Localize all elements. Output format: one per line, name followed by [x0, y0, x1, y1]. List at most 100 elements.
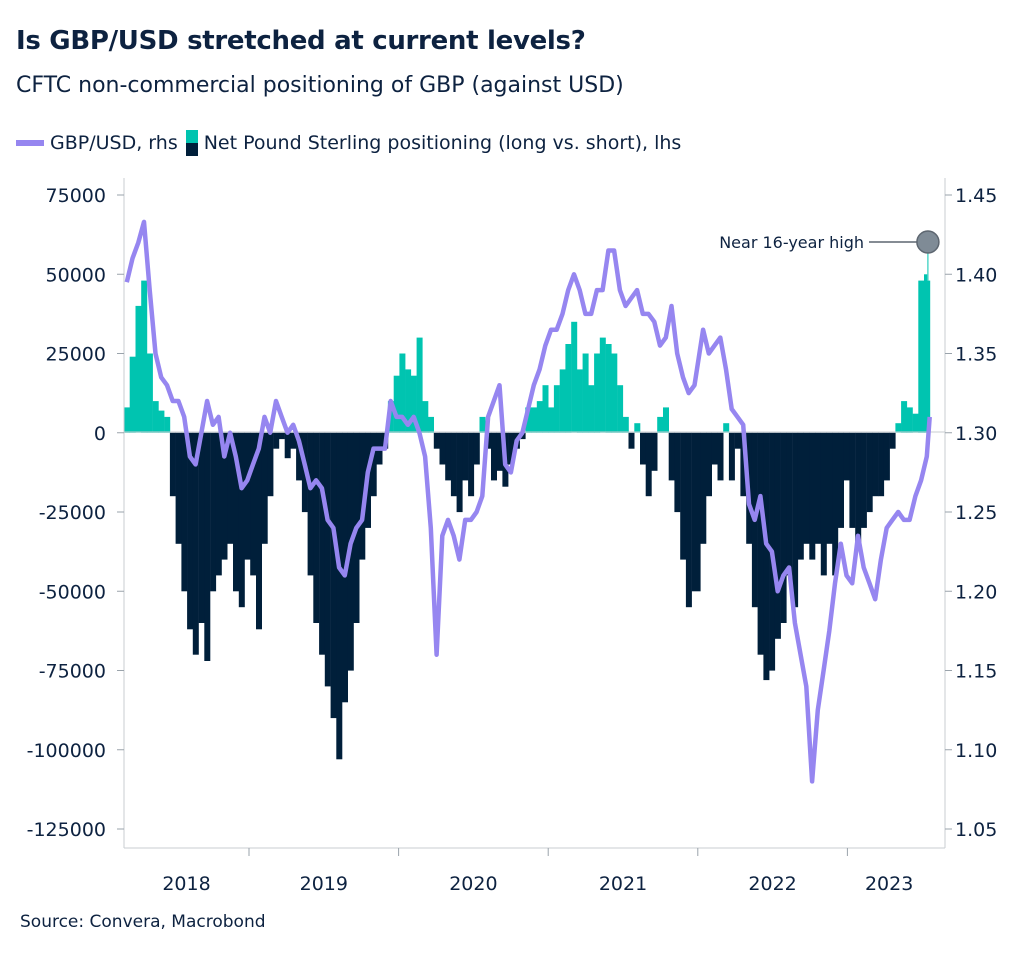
positioning-bar — [809, 432, 816, 560]
positioning-bar — [872, 432, 879, 497]
annotation-marker — [916, 230, 940, 254]
right-tick-label: 1.35 — [955, 344, 997, 366]
annotation: Near 16-year high — [719, 230, 940, 281]
positioning-bar — [774, 432, 781, 639]
positioning-bar — [866, 432, 873, 513]
positioning-bar — [146, 353, 153, 433]
legend-line-swatch — [16, 140, 44, 146]
positioning-bar — [832, 432, 839, 576]
positioning-bar — [330, 432, 337, 719]
positioning-bar — [717, 432, 724, 481]
positioning-bar — [204, 432, 211, 661]
positioning-bar — [548, 407, 555, 433]
positioning-bar — [594, 353, 601, 433]
positioning-bar — [582, 353, 589, 433]
positioning-bar — [273, 432, 280, 449]
positioning-bar — [622, 416, 629, 433]
positioning-bar — [278, 432, 285, 440]
positioning-bar — [416, 337, 423, 433]
right-tick-label: 1.45 — [955, 185, 997, 207]
positioning-bar — [895, 423, 902, 433]
positioning-bar — [826, 432, 833, 544]
left-tick-label: 0 — [94, 423, 106, 445]
x-tick-label: 2022 — [748, 873, 796, 895]
positioning-bar — [296, 432, 303, 481]
positioning-bar — [319, 432, 326, 655]
positioning-bar — [496, 432, 503, 471]
positioning-bar — [359, 432, 366, 560]
positioning-bar — [169, 432, 176, 497]
positioning-bar — [576, 369, 583, 433]
positioning-bar — [680, 432, 687, 560]
positioning-bar — [780, 432, 787, 623]
positioning-bar — [860, 432, 867, 528]
positioning-bar — [187, 432, 194, 630]
positioning-bar — [267, 432, 274, 497]
positioning-bar — [734, 432, 741, 449]
positioning-bar — [889, 432, 896, 449]
positioning-bar — [700, 432, 707, 544]
positioning-bar — [820, 432, 827, 576]
positioning-bar — [605, 344, 612, 433]
positioning-bar — [553, 385, 560, 433]
positioning-bar — [645, 432, 652, 497]
positioning-bar — [405, 369, 412, 433]
positioning-bar — [611, 353, 618, 433]
positioning-bar — [674, 432, 681, 513]
left-tick-label: 50000 — [46, 264, 106, 286]
positioning-bar — [803, 432, 810, 544]
positioning-bar — [324, 432, 331, 687]
positioning-bar — [129, 356, 136, 433]
positioning-bar — [433, 432, 440, 449]
positioning-bar — [728, 432, 735, 481]
positioning-bar — [797, 432, 804, 560]
positioning-bar — [410, 375, 417, 433]
positioning-bar — [238, 432, 245, 608]
positioning-bar — [685, 432, 692, 608]
positioning-bar — [855, 432, 862, 544]
positioning-bar — [491, 432, 497, 481]
positioning-bar — [559, 369, 566, 433]
positioning-bar — [542, 385, 549, 433]
positioning-bar — [901, 401, 908, 433]
positioning-bar — [221, 432, 228, 560]
positioning-bar — [883, 432, 890, 481]
right-tick-label: 1.10 — [955, 740, 997, 762]
positioning-bar — [244, 432, 251, 560]
positioning-bar — [124, 407, 130, 433]
positioning-bar — [313, 432, 320, 623]
left-tick-label: -50000 — [39, 581, 106, 603]
positioning-bar — [786, 432, 793, 576]
left-tick-label: -75000 — [39, 661, 106, 683]
positioning-bar — [261, 432, 268, 544]
positioning-bar — [399, 353, 406, 433]
positioning-bar — [181, 432, 188, 592]
x-tick-label: 2023 — [865, 873, 913, 895]
positioning-bar — [428, 416, 434, 433]
positioning-bar — [445, 432, 452, 481]
positioning-bar — [588, 385, 595, 433]
positioning-bar — [691, 432, 701, 592]
left-tick-label: -125000 — [27, 819, 106, 841]
positioning-bar — [233, 432, 239, 592]
positioning-bar — [651, 432, 658, 471]
positioning-bar — [525, 407, 532, 433]
positioning-bar — [135, 305, 142, 433]
legend-bar-swatch — [185, 130, 198, 156]
positioning-bar — [468, 432, 475, 497]
bars-layer — [124, 274, 931, 760]
positioning-bar — [175, 432, 182, 544]
right-tick-label: 1.40 — [955, 264, 997, 286]
positioning-bar — [740, 432, 747, 497]
positioning-bar — [599, 337, 606, 433]
chart-subtitle: CFTC non-commercial positioning of GBP (… — [16, 73, 624, 98]
right-tick-label: 1.30 — [955, 423, 997, 445]
left-tick-label: 75000 — [46, 185, 106, 207]
right-tick-label: 1.25 — [955, 502, 997, 524]
positioning-bar — [473, 432, 480, 465]
positioning-bar — [757, 432, 764, 655]
positioning-bar — [628, 432, 635, 449]
positioning-bar — [838, 432, 844, 528]
positioning-bar — [336, 432, 343, 760]
